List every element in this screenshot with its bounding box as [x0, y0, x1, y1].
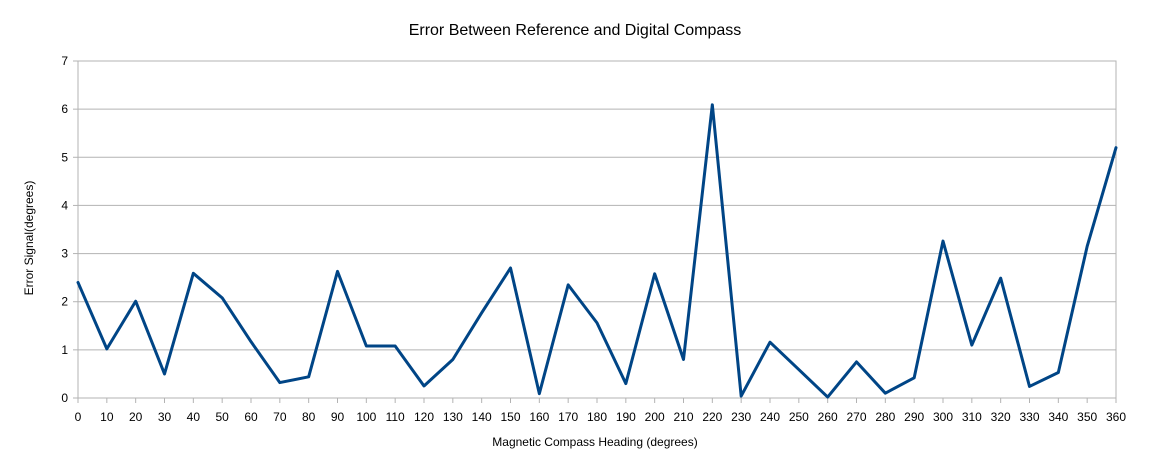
- x-tick-label: 120: [414, 410, 434, 424]
- x-tick-label: 350: [1077, 410, 1097, 424]
- y-tick-label: 0: [61, 391, 68, 405]
- x-tick-label: 100: [356, 410, 376, 424]
- chart-title: Error Between Reference and Digital Comp…: [409, 22, 742, 39]
- x-tick-label: 80: [302, 410, 316, 424]
- x-tick-label: 180: [587, 410, 607, 424]
- x-tick-label: 270: [846, 410, 866, 424]
- x-tick-label: 360: [1106, 410, 1126, 424]
- x-tick-label: 250: [789, 410, 809, 424]
- grid-lines: [78, 60, 1116, 399]
- x-tick-label: 230: [731, 410, 751, 424]
- x-tick-label: 130: [443, 410, 463, 424]
- x-tick-label: 310: [962, 410, 982, 424]
- x-tick-label: 110: [386, 410, 405, 424]
- x-tick-label: 260: [818, 410, 838, 424]
- x-tick-label: 200: [645, 410, 665, 424]
- x-tick-label: 10: [100, 410, 114, 424]
- x-tick-label: 220: [702, 410, 722, 424]
- y-axis-ticks: 0 1 2 3 4 5 6 7: [61, 54, 78, 405]
- y-tick-label: 5: [61, 150, 68, 164]
- x-tick-label: 300: [933, 410, 953, 424]
- y-tick-label: 2: [61, 295, 68, 309]
- x-tick-label: 330: [1019, 410, 1039, 424]
- x-tick-label: 240: [760, 410, 780, 424]
- x-tick-label: 280: [875, 410, 895, 424]
- x-tick-label: 160: [529, 410, 549, 424]
- x-axis-ticks: 0 10 20 30 40 50 60 70 80 90 100 110 120 130 140 150 160…: [75, 398, 1126, 424]
- series-line: [76, 103, 1118, 399]
- y-tick-label: 3: [61, 247, 68, 261]
- x-tick-label: 30: [158, 410, 172, 424]
- y-tick-label: 7: [61, 54, 68, 68]
- plot-area: [77, 60, 1117, 399]
- x-tick-label: 340: [1048, 410, 1068, 424]
- x-tick-label: 150: [500, 410, 520, 424]
- y-axis-label: Error Signal(degrees): [22, 181, 36, 296]
- x-tick-label: 140: [472, 410, 492, 424]
- y-tick-label: 4: [61, 198, 68, 212]
- x-tick-label: 170: [558, 410, 578, 424]
- x-tick-label: 50: [215, 410, 229, 424]
- x-tick-label: 290: [904, 410, 924, 424]
- x-tick-label: 70: [273, 410, 287, 424]
- x-tick-label: 90: [331, 410, 345, 424]
- x-tick-label: 0: [75, 410, 82, 424]
- x-axis-label: Magnetic Compass Heading (degrees): [492, 435, 697, 449]
- y-tick-label: 1: [61, 343, 68, 357]
- y-tick-label: 6: [61, 102, 68, 116]
- x-tick-label: 20: [129, 410, 143, 424]
- x-tick-label: 190: [616, 410, 636, 424]
- x-tick-label: 60: [244, 410, 258, 424]
- x-tick-label: 210: [673, 410, 693, 424]
- x-tick-label: 40: [187, 410, 201, 424]
- x-tick-label: 320: [991, 410, 1011, 424]
